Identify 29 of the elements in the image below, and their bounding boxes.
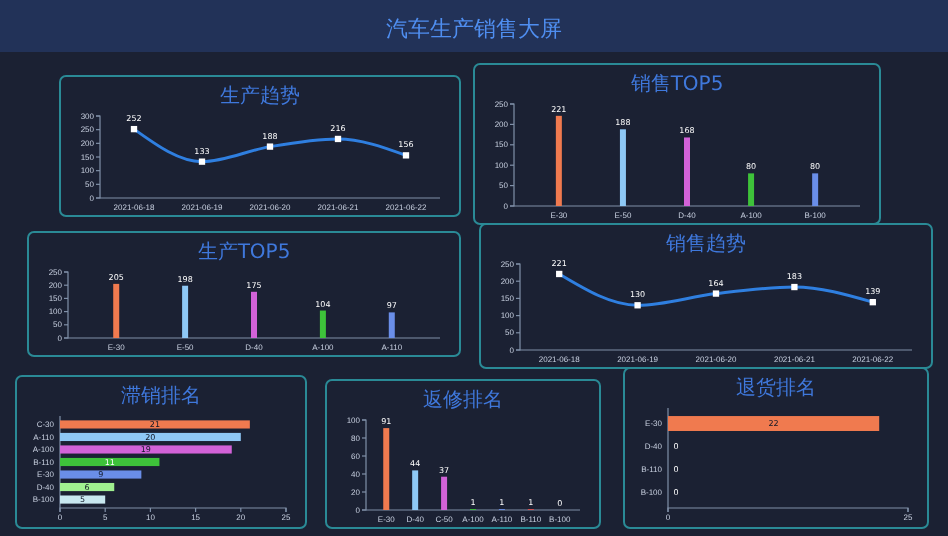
bar [684, 137, 690, 206]
bar [619, 129, 626, 206]
bar [60, 432, 241, 442]
bar [60, 495, 106, 504]
bar [555, 115, 562, 206]
bar [60, 482, 115, 492]
line-series [556, 270, 876, 309]
bar [60, 470, 142, 479]
bar [60, 445, 232, 454]
bar [113, 283, 120, 338]
bar [182, 285, 189, 338]
chart-title: 销售TOP5 [628, 72, 724, 96]
text: 汽车生产销售大屏 [386, 16, 562, 42]
chart-title: 生产TOP5 [197, 240, 291, 264]
bar [388, 312, 395, 338]
chart-title: 返修排名 [423, 388, 503, 412]
chart-title: 退货排名 [736, 376, 816, 400]
bar [748, 173, 755, 206]
bar [319, 310, 326, 338]
bar [383, 428, 390, 510]
chart-title: 销售趋势 [664, 232, 746, 256]
bar [412, 470, 419, 510]
chart-title: 生产趋势 [220, 84, 300, 108]
chart-title: 滞销排名 [121, 384, 201, 408]
bar [812, 173, 819, 206]
bar [60, 420, 250, 429]
bar [251, 291, 257, 338]
bar [441, 476, 448, 510]
bar [60, 457, 160, 467]
